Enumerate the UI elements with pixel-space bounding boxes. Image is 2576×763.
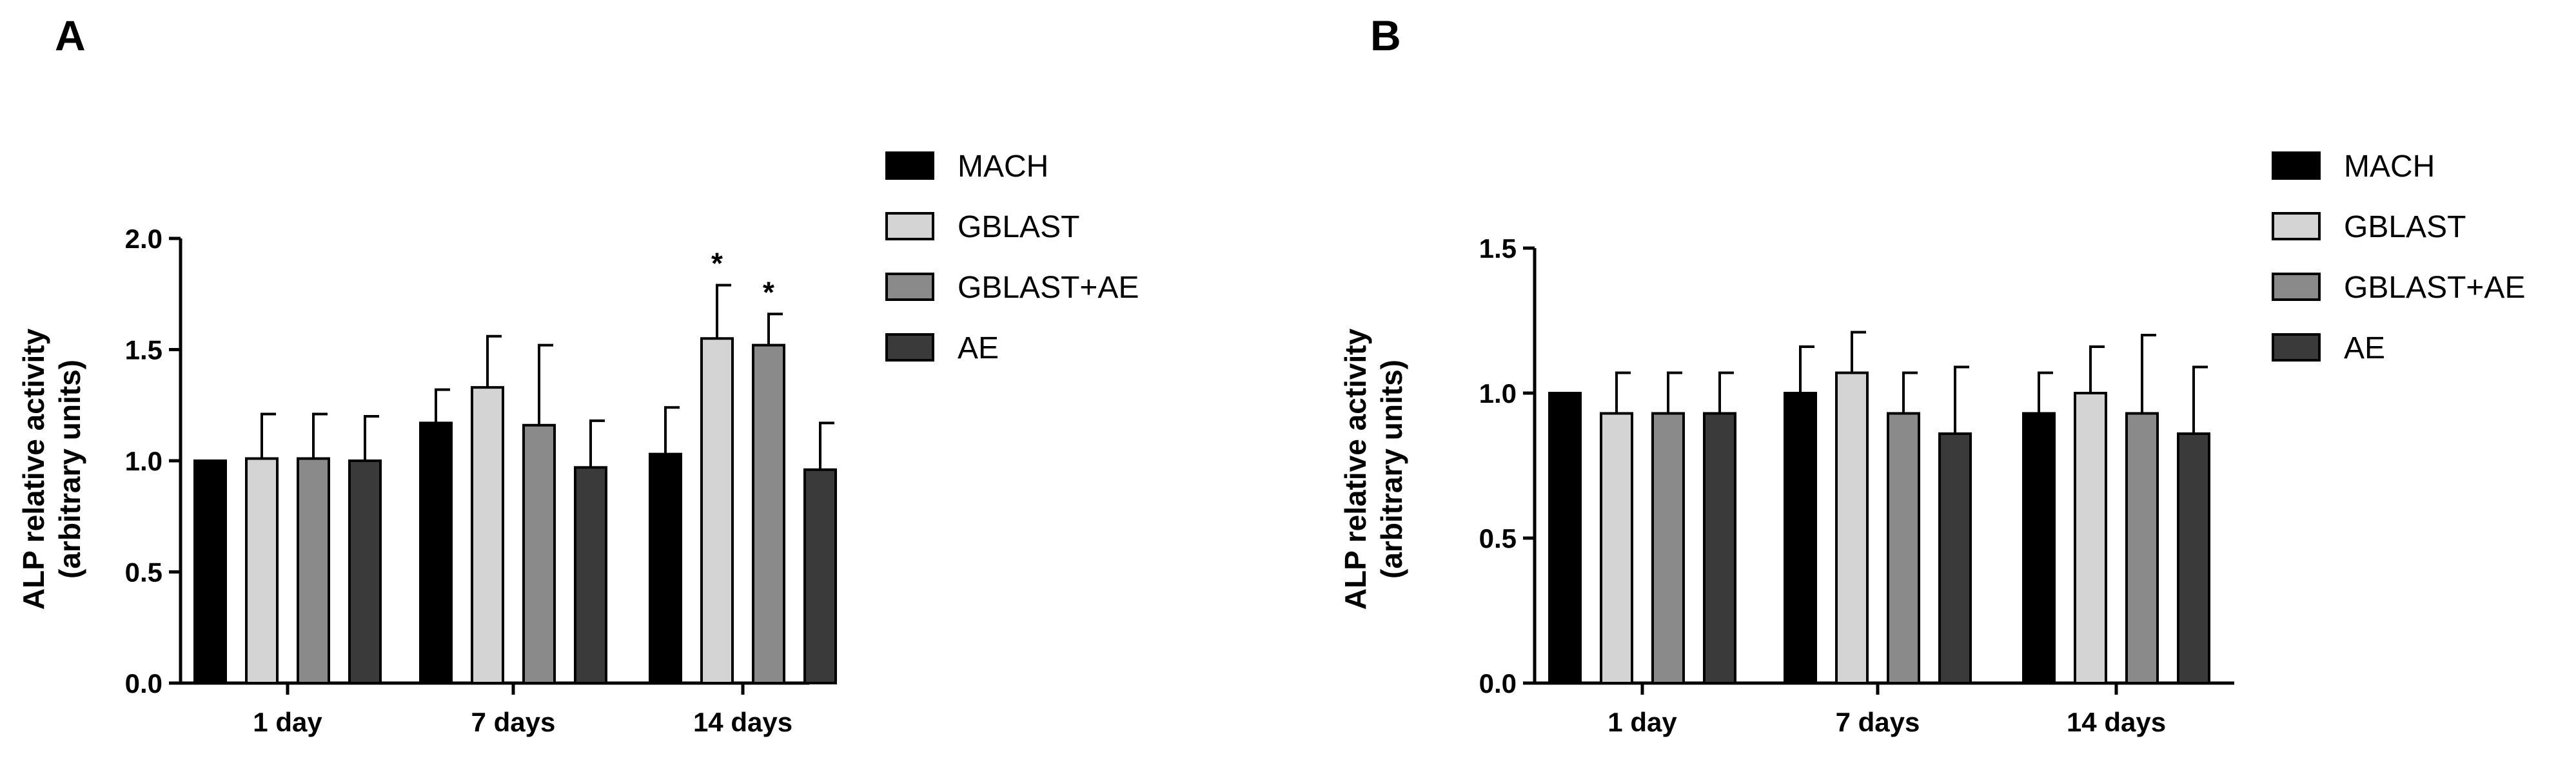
bar-mach-1 [1784,392,1817,684]
bar-gblast-ae-0 [297,457,330,684]
legend-swatch-ae [2272,333,2321,362]
bar-mach-0 [1548,392,1582,684]
bar-gblast-ae-1 [1887,412,1920,684]
x-tick-label: 14 days [2067,707,2166,737]
legend-swatch-mach [885,151,934,180]
legend-label: GBLAST [2344,210,2466,244]
panel-letter-a: A [55,12,86,59]
y-tick-label: 0.0 [125,668,162,699]
bar-gblast-2 [700,337,734,684]
bar-ae-2 [2177,432,2210,684]
x-tick-label: 1 day [253,707,322,737]
legend-b: MACH GBLAST GBLAST+AE AE [2272,150,2525,365]
bar-gblast-0 [1600,412,1633,684]
bar-ae-0 [1703,412,1736,684]
bar-ae-1 [574,466,607,684]
y-axis-label-a: ALP relative activity (arbitrary units) [17,328,86,610]
bar-gblast-1 [471,386,504,685]
y-axis-label-b: ALP relative activity (arbitrary units) [1339,328,1408,610]
bar-mach-2 [649,452,682,685]
legend-label: AE [958,331,999,365]
bar-gblast-ae-1 [522,423,556,684]
x-tick-label: 14 days [693,707,792,737]
y-axis-label-a-line2: (arbitrary units) [53,360,86,579]
legend-a: MACH GBLAST GBLAST+AE AE [885,150,1139,365]
x-tick-label: 7 days [471,707,556,737]
significance-mark: * [763,275,774,309]
legend-label: AE [2344,331,2385,365]
y-axis-label-a-line1: ALP relative activity [17,328,50,610]
bar-gblast-ae-0 [1651,412,1685,684]
legend-label: GBLAST+AE [958,271,1139,305]
y-tick-label: 0.5 [1479,523,1517,554]
x-tick-label: 1 day [1608,707,1677,737]
legend-label: GBLAST+AE [2344,271,2525,305]
bar-gblast-1 [1835,371,1869,684]
chart-panel-a: A ALP relative activity (arbitrary units… [17,12,1139,737]
y-tick-label: 2.0 [125,224,162,254]
y-tick-label: 1.5 [125,335,162,365]
plot-area-a: 0.0 0.5 1.0 1.5 2.0 1 day 7 days * * 14 days [125,224,837,737]
legend-swatch-ae [885,333,934,362]
bar-mach-0 [193,459,227,684]
panel-letter-b: B [1370,12,1401,59]
bar-gblast-2 [2074,392,2107,684]
y-tick-label: 0.0 [1479,668,1517,699]
plot-area-b: 0.0 0.5 1.0 1.5 1 day 7 days 14 days [1479,233,2234,737]
legend-swatch-gblast-ae [2272,273,2321,301]
bar-ae-0 [348,459,382,684]
bar-mach-2 [2022,412,2056,684]
significance-mark: * [711,246,723,280]
bar-mach-1 [419,421,453,684]
y-tick-label: 1.0 [1479,378,1517,409]
legend-label: MACH [2344,150,2435,184]
y-tick-label: 1.5 [1479,233,1517,264]
legend-label: MACH [958,150,1048,184]
y-tick-label: 1.0 [125,446,162,476]
legend-swatch-gblast [2272,212,2321,240]
legend-swatch-gblast-ae [885,273,934,301]
bar-ae-1 [1938,432,1972,684]
y-axis-label-b-line2: (arbitrary units) [1375,360,1408,579]
bar-gblast-ae-2 [752,343,785,684]
legend-swatch-gblast [885,212,934,240]
legend-swatch-mach [2272,151,2321,180]
bar-ae-2 [803,468,837,684]
y-tick-label: 0.5 [125,557,162,588]
legend-label: GBLAST [958,210,1079,244]
chart-panel-b: B ALP relative activity (arbitrary units… [1339,12,2525,737]
bar-gblast-ae-2 [2125,412,2159,684]
bar-gblast-0 [245,457,279,684]
x-tick-label: 7 days [1836,707,1920,737]
y-axis-label-b-line1: ALP relative activity [1339,328,1372,610]
